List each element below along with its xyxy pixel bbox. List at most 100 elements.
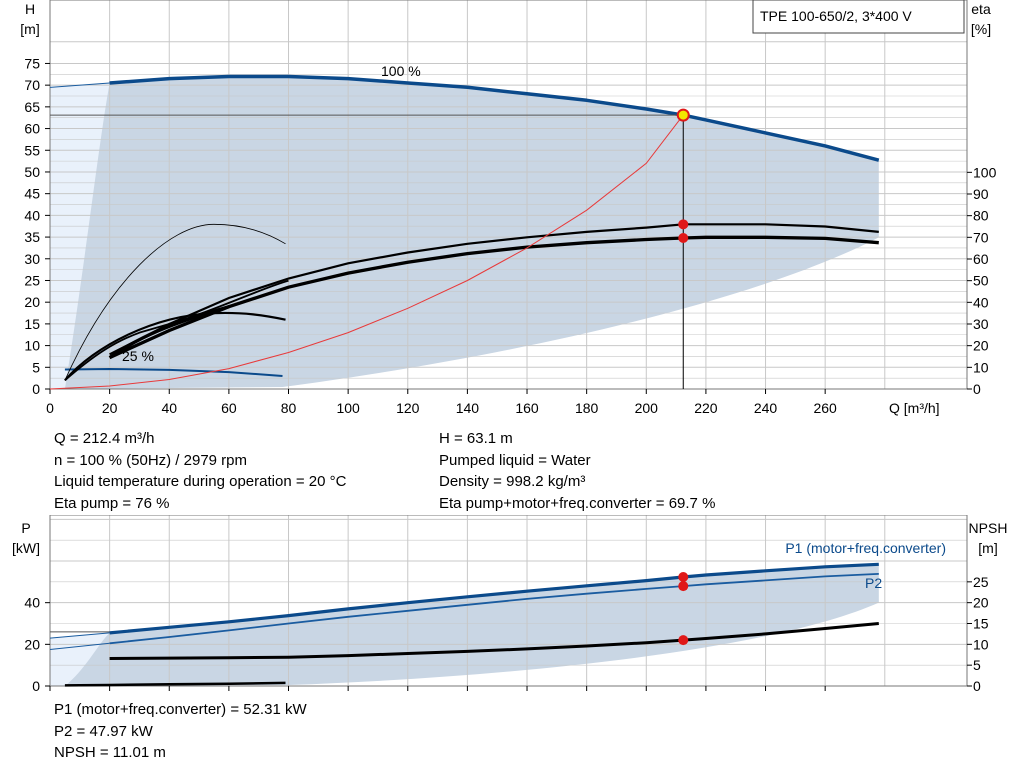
info-density: Density = 998.2 kg/m³ [439,473,586,490]
info-eta-total: Eta pump+motor+freq.converter = 69.7 % [439,494,716,512]
eta-y-tick-label: 60 [973,251,989,267]
info-liquid-temperature: Liquid temperature during operation = 20… [54,473,347,490]
head-x-tick-label: 0 [46,400,54,416]
head-x-tick-label: 80 [281,400,297,416]
eta-y-axis-unit: [%] [971,21,991,37]
head-x-tick-label: 20 [102,400,118,416]
op-point-p2-marker [678,581,689,592]
power-curve-25-percent [64,681,286,687]
head-y-tick-label: 55 [24,142,40,158]
head-y-axis-unit: [m] [20,21,39,37]
eta-total-curve-25-percent [64,279,289,382]
head-x-tick-label: 180 [575,400,599,416]
eta-y-tick-label: 80 [973,208,989,224]
head-x-tick-label: 140 [456,400,480,416]
head-x-tick-label: 200 [635,400,659,416]
power-plot-frame [49,515,968,687]
info-head: H = 63.1 m [439,430,513,447]
head-plot-frame [49,0,968,390]
head-y-tick-label: 20 [24,294,40,310]
head-efficiency-chart: 0 5 10 15 20 25 30 35 40 45 50 55 60 65 70 75 0 10 20 30 40 5… [20,0,997,416]
eta-y-tick-label: 90 [973,186,989,202]
npsh-y-tick-label: 15 [973,615,989,631]
info-left-block: Q = 212.4 m³/h n = 100 % (50Hz) / 2979 r… [54,428,346,514]
head-y-tick-label: 30 [24,251,40,267]
head-x-tick-label: 260 [813,400,837,416]
npsh-y-tick-label: 5 [973,657,981,673]
eta-y-tick-label: 20 [973,338,989,354]
system-curve [49,114,684,390]
head-y-tick-label: 50 [24,164,40,180]
eta-total-curve-25-percent-bold [108,305,230,359]
head-y-tick-label: 40 [24,207,40,223]
eta-y-tick-label: 40 [973,294,989,310]
title-box [752,0,965,34]
p1-curve-extension [49,632,110,639]
power-y-axis-title: P [21,520,30,536]
label-25-percent: 25 % [122,348,154,364]
head-y-tick-label: 70 [24,77,40,93]
head-y-tick-label: 10 [24,338,40,354]
eta-pump-curve-100-percent [109,223,879,356]
power-y-tick-label: 40 [24,595,40,611]
head-y-tick-label: 75 [24,55,40,71]
npsh-y-axis-title: NPSH [969,520,1008,536]
info-pumped-liquid: Pumped liquid = Water [439,451,591,469]
eta-y-tick-label: 50 [973,273,989,289]
eta-y-tick-label: 100 [973,164,997,180]
npsh-y-tick-label: 20 [973,595,989,611]
head-y-tick-label: 15 [24,316,40,332]
head-y-axis-title: H [25,1,35,17]
power-operating-region [64,564,879,686]
head-y-tick-label: 45 [24,186,40,202]
head-x-tick-label: 120 [396,400,420,416]
head-x-tick-label: 240 [754,400,778,416]
npsh-y-tick-label: 0 [973,678,981,694]
op-point-eta-pump-marker [678,219,689,230]
head-x-axis-label: Q [m³/h] [889,400,940,416]
op-point-p1-marker [678,572,689,583]
head-curve-100-percent [109,74,880,162]
head-x-tick-label: 60 [221,400,237,416]
p1-curve [109,562,879,635]
eta-y-tick-label: 30 [973,316,989,332]
op-point-npsh-marker [678,635,689,646]
info-right-block: H = 63.1 m Pumped liquid = Water Density… [439,428,715,514]
result-p2: P2 = 47.97 kW [54,722,153,740]
p2-curve-extension [49,642,110,651]
info-flow: Q = 212.4 m³/h [54,430,155,447]
head-x-tick-label: 160 [515,400,539,416]
head-y-tick-label: 25 [24,272,40,288]
head-operating-region [64,76,879,389]
head-x-tick-label: 100 [336,400,360,416]
info-eta-pump: Eta pump = 76 % [54,494,170,512]
head-curve-extension [49,82,110,88]
npsh-curve [109,622,879,660]
power-npsh-chart: 0 20 40 0 5 10 15 20 25 P [kW] NPSH [m] P1 (motor+fre… [12,515,1008,694]
p2-curve [109,573,879,645]
power-y-axis-unit: [kW] [12,540,40,556]
power-y-tick-label: 0 [32,678,40,694]
op-point-head-marker [676,108,690,122]
head-y-tick-label: 35 [24,229,40,245]
result-npsh: NPSH = 11.01 m [54,744,166,761]
head-y-tick-label: 5 [32,359,40,375]
head-y-tick-label: 65 [24,99,40,115]
label-p2: P2 [865,575,882,591]
eta-y-tick-label: 10 [973,359,989,375]
head-y-tick-label: 0 [32,381,40,397]
eta-total-curve-100-percent [108,235,879,360]
head-x-tick-label: 220 [694,400,718,416]
npsh-y-tick-label: 25 [973,574,989,590]
npsh-y-tick-label: 10 [973,636,989,652]
head-x-tick-label: 40 [161,400,177,416]
info-speed: n = 100 % (50Hz) / 2979 rpm [54,451,248,469]
eta-pump-curve-low-speed-thin [64,223,286,381]
results-block: P1 (motor+freq.converter) = 52.31 kW P2 … [54,699,307,764]
label-p1: P1 (motor+freq.converter) [785,540,946,556]
eta-y-tick-label: 70 [973,229,989,245]
eta-y-tick-label: 0 [973,381,981,397]
power-y-tick-label: 20 [24,636,40,652]
npsh-y-axis-unit: [m] [978,540,997,556]
